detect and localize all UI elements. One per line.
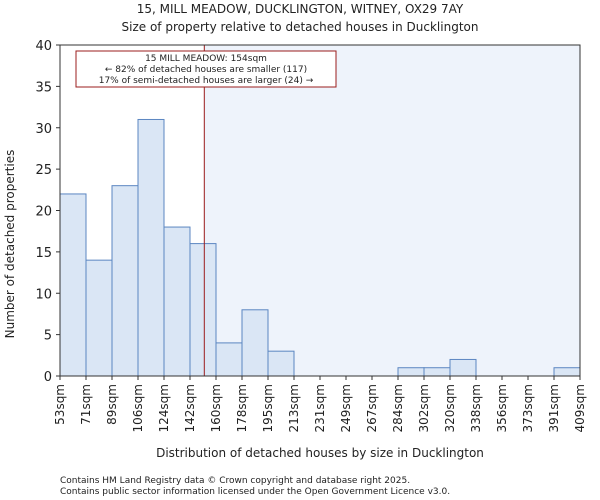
x-tick-label: 231sqm [313,384,327,432]
histogram-bar [59,193,87,377]
footer-line-1: Contains HM Land Registry data © Crown c… [60,476,410,486]
histogram-bar [111,185,139,377]
x-tick-label: 373sqm [521,384,535,432]
annotation-line-1: 15 MILL MEADOW: 154sqm [145,54,267,64]
y-tick-label: 10 [35,287,52,302]
histogram-bar [189,243,217,377]
x-tick-label: 267sqm [365,384,379,432]
x-tick-label: 142sqm [183,384,197,432]
y-tick-label: 40 [35,39,52,54]
annotation-box: 15 MILL MEADOW: 154sqm ← 82% of detached… [75,50,337,88]
chart-title: 15, MILL MEADOW, DUCKLINGTON, WITNEY, OX… [137,2,464,16]
x-axis-label: Distribution of detached houses by size … [156,446,484,460]
histogram-bar [397,367,425,377]
x-tick-label: 178sqm [235,384,249,432]
histogram-bar [267,350,295,377]
y-tick-label: 5 [44,329,52,344]
y-axis-label: Number of detached properties [3,150,17,339]
chart-subtitle: Size of property relative to detached ho… [122,20,479,34]
y-tick-label: 15 [35,246,52,261]
annotation-border [75,50,337,88]
annotation-line-2: ← 82% of detached houses are smaller (11… [105,65,307,75]
histogram-bar [553,367,581,377]
x-tick-label: 302sqm [417,384,431,432]
x-tick-label: 356sqm [495,384,509,432]
y-tick-label: 20 [35,205,52,220]
x-tick-label: 284sqm [391,384,405,432]
x-tick-label: 249sqm [339,384,353,432]
x-tick-label: 160sqm [209,384,223,432]
y-tick-label: 25 [35,163,52,178]
histogram-bar [215,342,243,377]
x-tick-label: 71sqm [79,384,93,425]
x-tick-label: 409sqm [573,384,587,432]
histogram-bar [137,118,165,377]
histogram-bar [85,259,113,377]
y-tick-label: 30 [35,122,52,137]
plot-area: 0 5 10 15 20 25 30 35 40 53sqm 71sqm 89sqm 106sqm 124… [35,39,587,432]
x-tick-label: 106sqm [131,384,145,432]
footer-line-2: Contains public sector information licen… [60,487,450,497]
annotation-line-3: 17% of semi-detached houses are larger (… [99,76,314,86]
y-tick-label: 35 [35,80,52,95]
x-tick-label: 124sqm [157,384,171,432]
histogram-bar [163,226,191,377]
x-tick-label: 391sqm [547,384,561,432]
x-tick-label: 320sqm [443,384,457,432]
histogram-bar [241,309,269,377]
x-tick-label: 89sqm [105,384,119,425]
y-tick-label: 0 [44,370,52,385]
x-tick-label: 213sqm [287,384,301,432]
x-tick-label: 195sqm [261,384,275,432]
histogram-bar [423,367,451,377]
x-tick-label: 338sqm [469,384,483,432]
x-tick-label: 53sqm [53,384,67,425]
histogram-bar [449,358,477,377]
